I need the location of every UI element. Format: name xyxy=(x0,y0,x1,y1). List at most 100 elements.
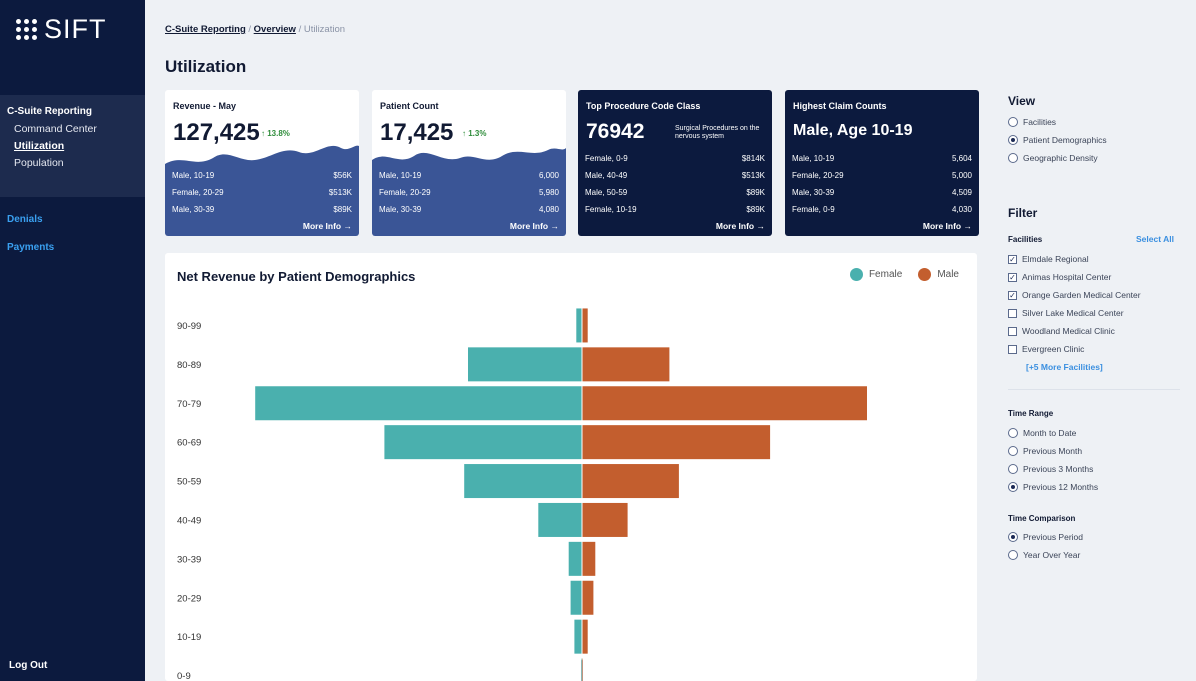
time-comparison-year-over-year[interactable]: Year Over Year xyxy=(1008,550,1080,560)
time-range-previous-month[interactable]: Previous Month xyxy=(1008,446,1082,456)
legend-item-female[interactable]: Female xyxy=(849,268,902,281)
bar-female[interactable] xyxy=(464,464,582,499)
card-row: Male, 10-19 6,000 xyxy=(379,171,559,180)
view-option-patient-demographics[interactable]: Patient Demographics xyxy=(1008,135,1107,145)
bar-male[interactable] xyxy=(582,308,588,343)
y-tick-label: 90-99 xyxy=(177,321,201,332)
legend-dot-female-icon xyxy=(849,268,863,281)
bar-male[interactable] xyxy=(582,502,628,537)
more-info-link[interactable]: More Info → xyxy=(509,221,560,231)
more-facilities-link[interactable]: [+5 More Facilities] xyxy=(1026,362,1103,372)
more-info-link[interactable]: More Info → xyxy=(302,221,353,231)
card-row: Male, 30-39 4,509 xyxy=(792,188,972,197)
radio-selected-icon xyxy=(1008,135,1018,145)
bar-male[interactable] xyxy=(582,541,596,576)
checkbox-icon xyxy=(1008,308,1017,318)
facility-checkbox-elmdale[interactable]: ✓ Elmdale Regional xyxy=(1008,254,1089,264)
bar-female[interactable] xyxy=(570,580,582,615)
select-all-link[interactable]: Select All xyxy=(1136,234,1174,244)
checkbox-checked-icon: ✓ xyxy=(1008,254,1017,264)
nav-heading-c-suite[interactable]: C-Suite Reporting xyxy=(7,106,92,117)
revenue-card: Revenue - May 127,425 ↑ 13.8% Male, 10-1… xyxy=(165,90,359,236)
card-change: ↑ 13.8% xyxy=(261,129,290,138)
arrow-up-icon: ↑ xyxy=(462,129,466,138)
more-info-link[interactable]: More Info → xyxy=(715,221,765,231)
y-tick-label: 10-19 xyxy=(177,632,201,643)
bar-male[interactable] xyxy=(582,386,867,421)
card-value: 17,425 xyxy=(380,119,454,146)
y-tick-label: 0-9 xyxy=(177,671,191,681)
nav-item-population[interactable]: Population xyxy=(14,157,64,169)
card-rows: Female, 0-9 $814K Male, 40-49 $513K Male, … xyxy=(585,154,765,222)
facility-checkbox-animas[interactable]: ✓ Animas Hospital Center xyxy=(1008,272,1112,282)
card-title: Patient Count xyxy=(380,101,439,111)
time-range-previous-12-months[interactable]: Previous 12 Months xyxy=(1008,482,1098,492)
radio-icon xyxy=(1008,446,1018,456)
card-title: Top Procedure Code Class xyxy=(586,101,701,111)
wave-graphic xyxy=(165,145,359,236)
time-range-month-to-date[interactable]: Month to Date xyxy=(1008,428,1076,438)
time-range-previous-3-months[interactable]: Previous 3 Months xyxy=(1008,464,1093,474)
card-rows: Male, 10-19 5,604 Female, 20-29 5,000 Male… xyxy=(792,154,972,222)
logo-dots-icon xyxy=(16,19,37,40)
more-info-link[interactable]: More Info → xyxy=(922,221,973,231)
breadcrumb-c-suite-reporting[interactable]: C-Suite Reporting xyxy=(165,24,246,35)
sift-logo[interactable]: SIFT xyxy=(16,14,107,45)
radio-icon xyxy=(1008,428,1018,438)
card-row: Male, 50-59 $89K xyxy=(585,188,765,197)
card-row: Female, 20-29 $513K xyxy=(172,188,352,197)
arrow-right-icon: → xyxy=(550,221,560,231)
bar-male[interactable] xyxy=(582,464,679,499)
radio-selected-icon xyxy=(1008,532,1018,542)
facility-checkbox-evergreen[interactable]: Evergreen Clinic xyxy=(1008,344,1084,354)
nav-item-command-center[interactable]: Command Center xyxy=(14,123,97,135)
bar-male[interactable] xyxy=(582,425,771,460)
bar-female[interactable] xyxy=(574,619,582,654)
nav-link-denials[interactable]: Denials xyxy=(7,214,43,225)
checkbox-checked-icon: ✓ xyxy=(1008,290,1017,300)
time-comparison-heading: Time Comparison xyxy=(1008,514,1076,523)
radio-icon xyxy=(1008,464,1018,474)
view-option-geographic-density[interactable]: Geographic Density xyxy=(1008,153,1098,163)
card-change-value: 13.8% xyxy=(267,129,290,138)
breadcrumb-overview[interactable]: Overview xyxy=(253,24,296,35)
y-tick-label: 40-49 xyxy=(177,515,201,526)
time-comparison-previous-period[interactable]: Previous Period xyxy=(1008,532,1083,542)
card-row: Female, 0-9 $814K xyxy=(585,154,765,163)
logout-link[interactable]: Log Out xyxy=(9,660,48,671)
arrow-right-icon: → xyxy=(963,221,973,231)
checkbox-icon xyxy=(1008,326,1017,336)
card-value: 127,425 xyxy=(173,119,260,146)
legend-dot-male-icon xyxy=(918,268,932,281)
bar-female[interactable] xyxy=(568,541,582,576)
card-row: Male, 30-39 $89K xyxy=(172,205,352,214)
arrow-up-icon: ↑ xyxy=(261,129,265,138)
facility-checkbox-orange-garden[interactable]: ✓ Orange Garden Medical Center xyxy=(1008,290,1141,300)
bar-female[interactable] xyxy=(538,502,582,537)
legend-item-male[interactable]: Male xyxy=(918,268,959,281)
card-row: Male, 40-49 $513K xyxy=(585,171,765,180)
facility-checkbox-woodland[interactable]: Woodland Medical Clinic xyxy=(1008,326,1115,336)
bar-female[interactable] xyxy=(255,386,582,421)
bar-female[interactable] xyxy=(468,347,582,382)
view-option-facilities[interactable]: Facilities xyxy=(1008,117,1056,127)
bar-male[interactable] xyxy=(582,619,588,654)
card-row: Male, 10-19 5,604 xyxy=(792,154,972,163)
facilities-label: Facilities xyxy=(1008,235,1043,244)
card-row: Female, 20-29 5,980 xyxy=(379,188,559,197)
breadcrumb-separator: / xyxy=(298,24,302,35)
nav-item-utilization[interactable]: Utilization xyxy=(14,140,65,152)
facility-checkbox-silver-lake[interactable]: Silver Lake Medical Center xyxy=(1008,308,1124,318)
breadcrumb: C-Suite Reporting / Overview / Utilizati… xyxy=(165,24,345,35)
highest-claims-card: Highest Claim Counts Male, Age 10-19 Mal… xyxy=(785,90,979,236)
page-title: Utilization xyxy=(165,57,247,76)
nav-group-c-suite: C-Suite Reporting Command Center Utiliza… xyxy=(0,95,145,197)
bar-female[interactable] xyxy=(384,425,582,460)
bar-female[interactable] xyxy=(576,308,582,343)
nav-link-payments[interactable]: Payments xyxy=(7,242,55,253)
card-row: Female, 0-9 4,030 xyxy=(792,205,972,214)
card-title: Highest Claim Counts xyxy=(793,101,887,111)
bar-male[interactable] xyxy=(582,347,670,382)
bar-male[interactable] xyxy=(582,580,594,615)
arrow-right-icon: → xyxy=(343,221,353,231)
